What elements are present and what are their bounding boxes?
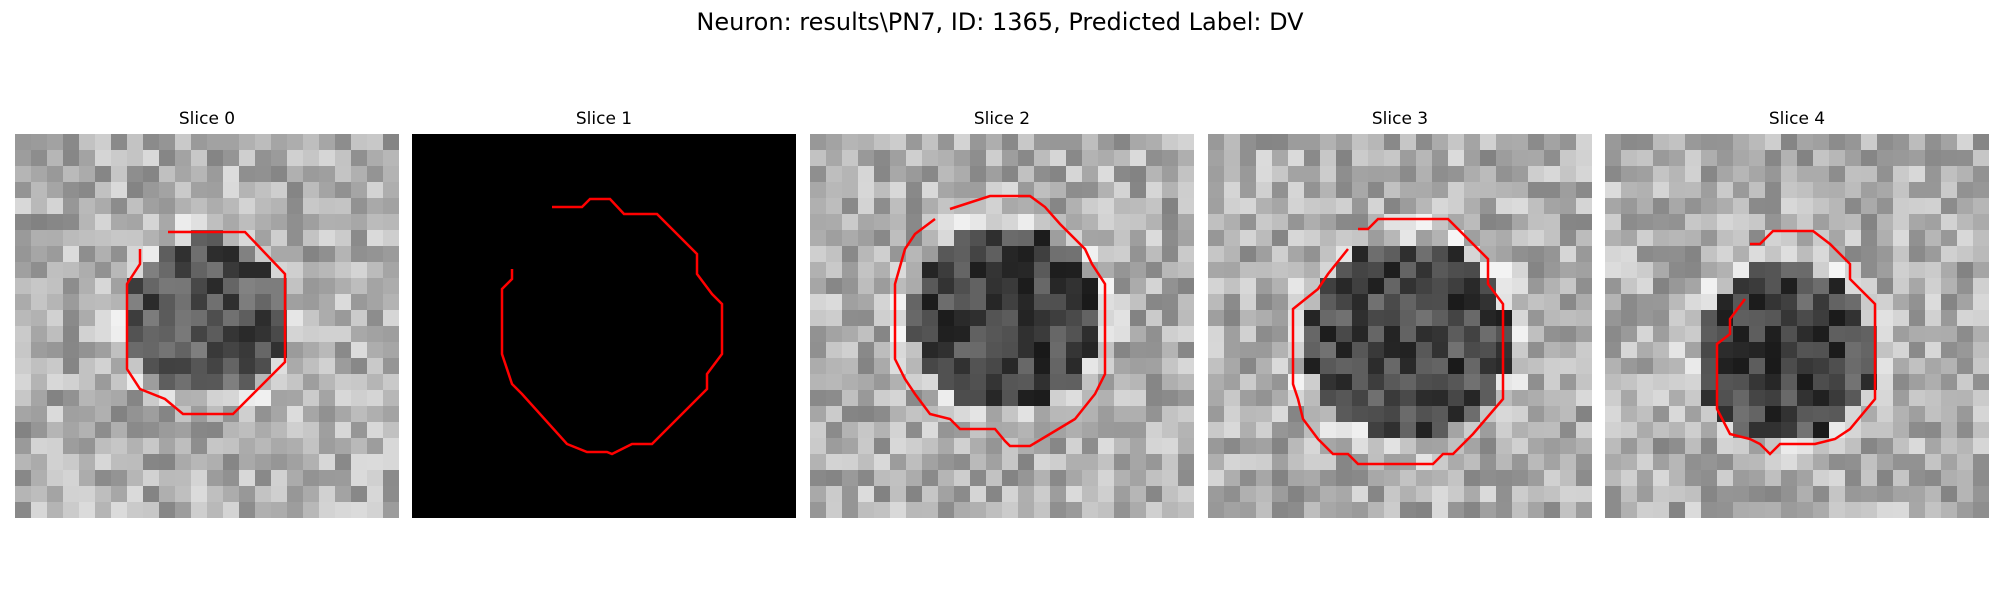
contour-outline xyxy=(893,194,1107,448)
slice-image xyxy=(1208,134,1592,518)
contour-outline xyxy=(1291,217,1505,466)
slice-panel-3: Slice 3 xyxy=(1208,108,1592,518)
slice-panel-1: Slice 1 xyxy=(412,108,796,518)
slice-title: Slice 2 xyxy=(973,109,1031,129)
slice-panel-0: Slice 0 xyxy=(15,108,399,518)
slice-panel-2: Slice 2 xyxy=(810,108,1194,518)
slice-image xyxy=(412,134,796,518)
slice-title: Slice 4 xyxy=(1768,109,1826,129)
contour-outline xyxy=(1715,229,1877,456)
figure-title: Neuron: results\PN7, ID: 1365, Predicted… xyxy=(696,8,1304,36)
slice-title: Slice 3 xyxy=(1371,109,1429,129)
slice-image xyxy=(810,134,1194,518)
slice-image xyxy=(15,134,399,518)
slice-panel-4: Slice 4 xyxy=(1605,108,1989,518)
slice-title: Slice 0 xyxy=(178,109,236,129)
slice-title: Slice 1 xyxy=(575,109,633,129)
slice-image xyxy=(1605,134,1989,518)
contour-outline xyxy=(125,230,287,416)
contour-outline xyxy=(500,197,724,456)
